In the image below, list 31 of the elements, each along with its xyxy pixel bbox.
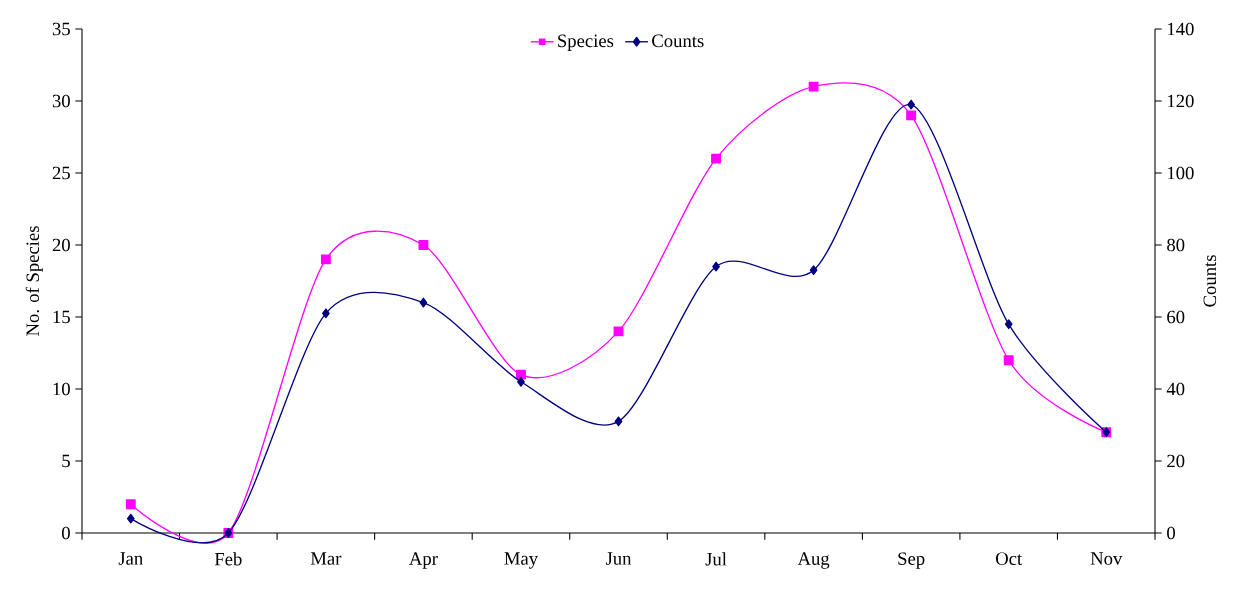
y-tick-label: 15	[53, 310, 70, 324]
y-tick-label: 30	[52, 94, 70, 108]
x-tick-label: Nov	[1090, 552, 1123, 565]
y2-tick-label: 40	[1166, 382, 1185, 396]
y-tick-label: 20	[52, 238, 70, 252]
x-tick-label: Feb	[214, 552, 242, 566]
legend-label: Species	[558, 34, 614, 51]
x-tick-label: Jun	[605, 552, 632, 565]
y2-tick-label: 140	[1168, 22, 1194, 36]
y-tick-label: 35	[52, 22, 70, 36]
y2-tick-label: 20	[1167, 454, 1185, 468]
x-tick-label: Jul	[705, 552, 727, 566]
y2-tick-label: 120	[1168, 94, 1194, 108]
x-tick-label: Sep	[898, 552, 925, 569]
y2-tick-label: 60	[1167, 310, 1185, 324]
y-tick-label: 0	[62, 526, 70, 540]
x-tick-label: Apr	[409, 552, 438, 569]
x-tick-label: Oct	[995, 552, 1023, 565]
x-tick-label: Jan	[118, 552, 143, 565]
y-tick-label: 10	[53, 382, 70, 396]
legend-label: Counts	[652, 34, 704, 48]
y2-tick-label: 100	[1168, 166, 1194, 180]
x-tick-label: Mar	[310, 552, 342, 565]
y-tick-label: 5	[62, 454, 70, 468]
y2-tick-label: 80	[1167, 238, 1185, 252]
y2-axis-title: Counts	[1203, 255, 1217, 307]
y2-tick-label: 0	[1167, 526, 1175, 540]
y-tick-label: 25	[52, 166, 70, 180]
y-axis-title: No. of Species	[25, 226, 43, 336]
x-tick-label: Aug	[797, 552, 830, 569]
x-tick-label: May	[504, 552, 538, 569]
